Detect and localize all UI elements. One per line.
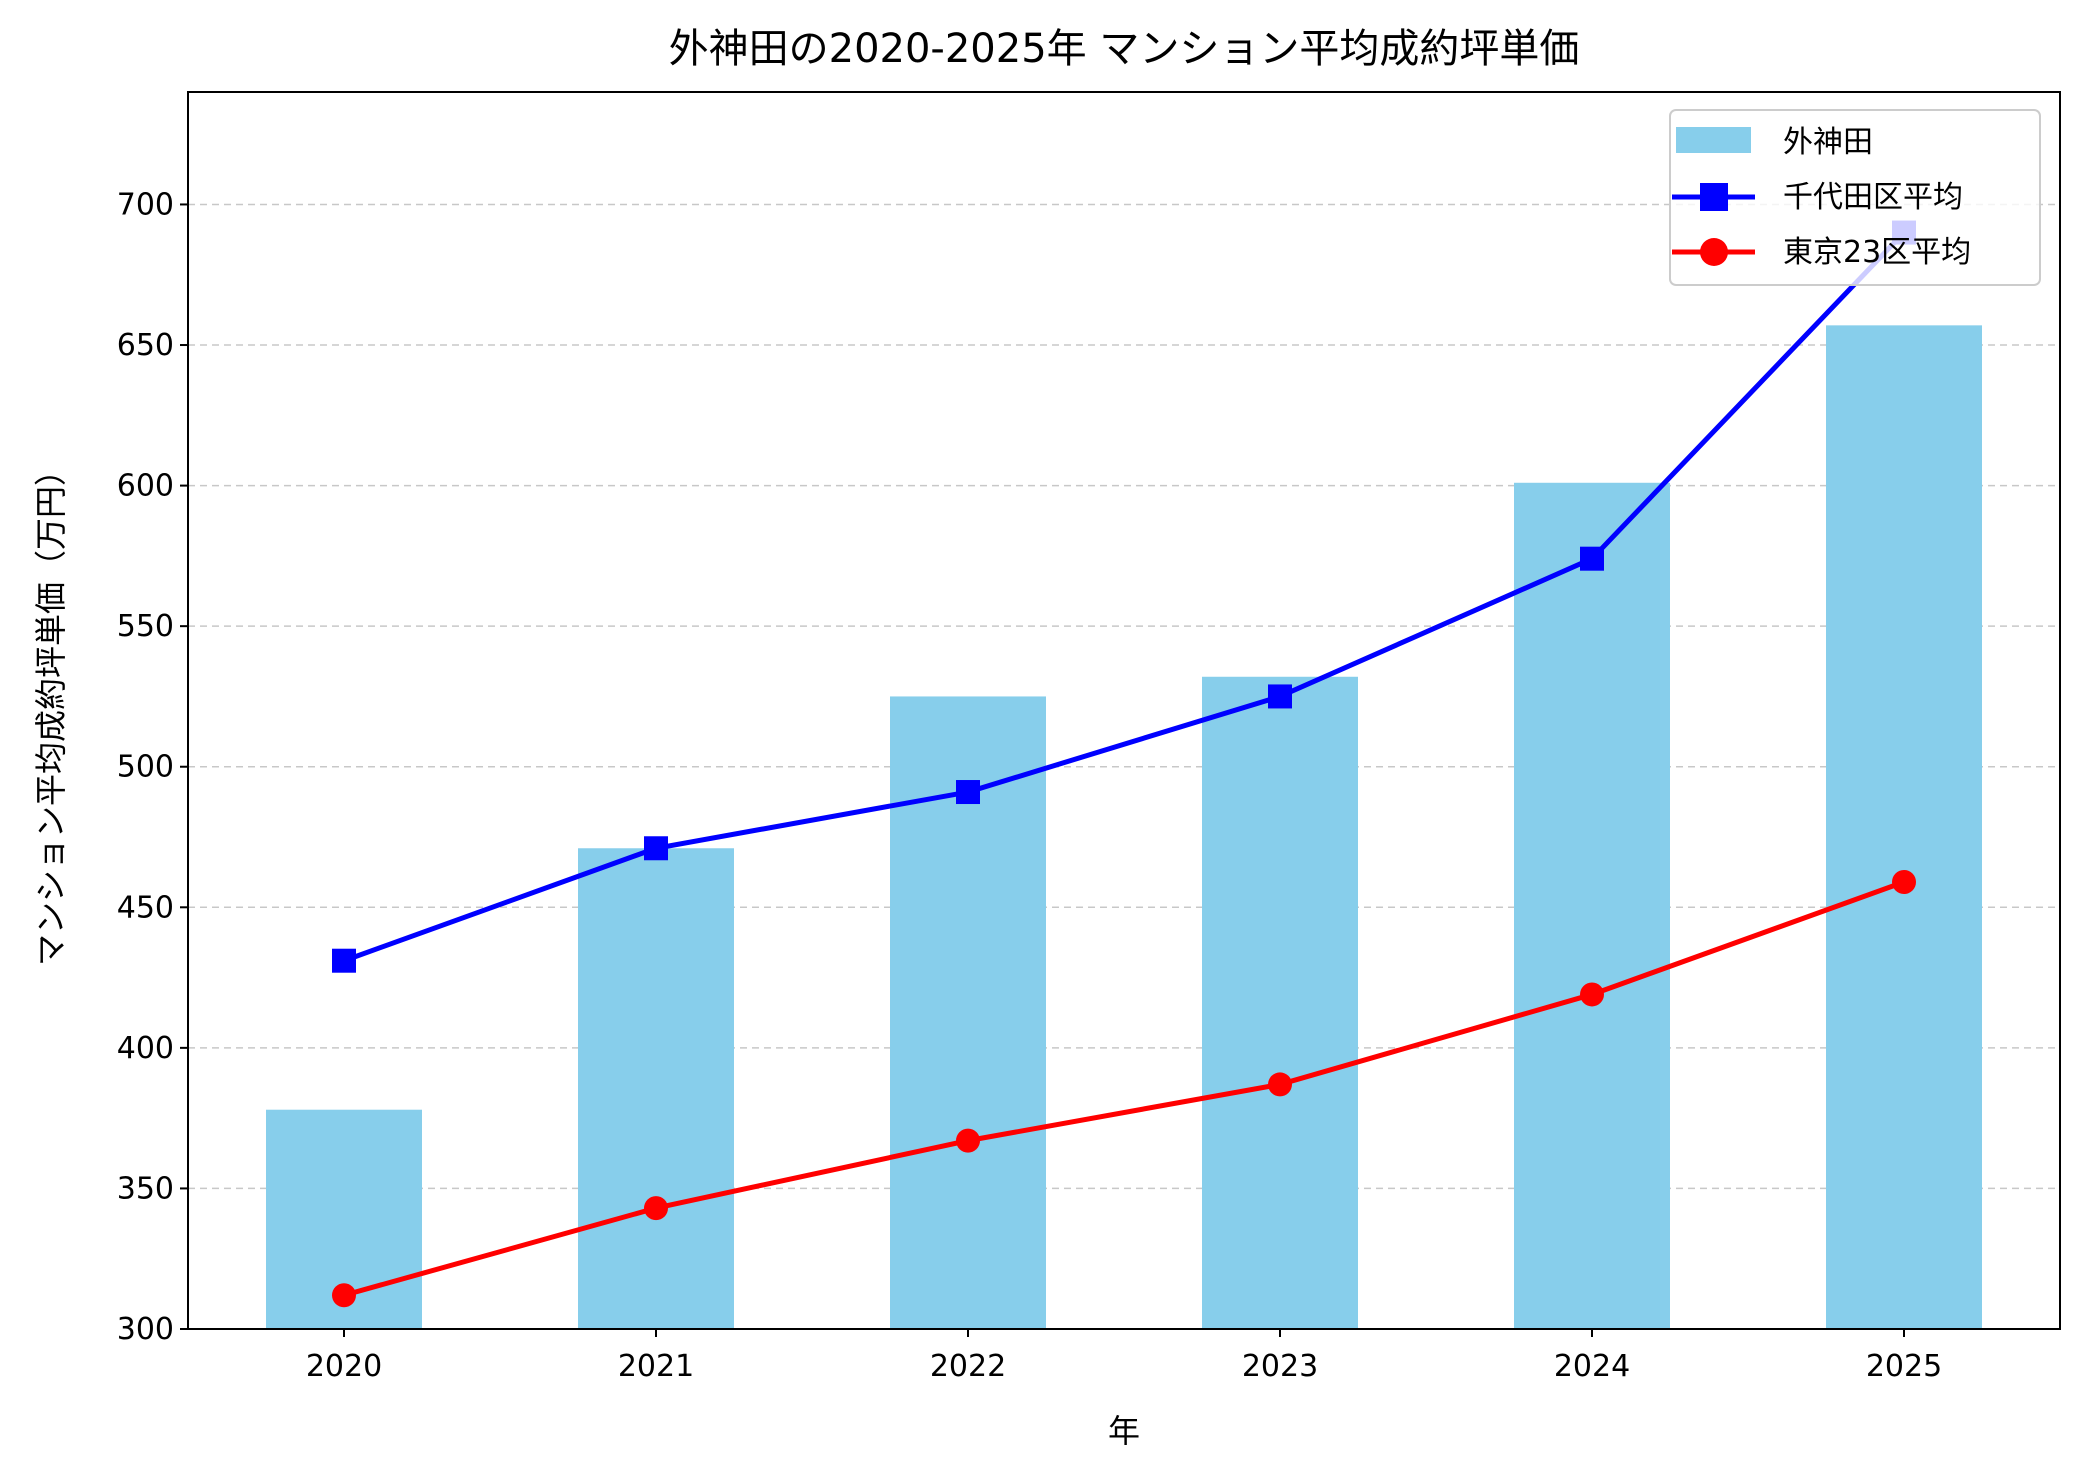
legend-label: 外神田: [1783, 125, 1873, 160]
lines: [332, 220, 1916, 1308]
square-marker: [1268, 684, 1292, 709]
y-axis: 300 350 400 450 500 550 600 650 700: [117, 187, 188, 1347]
circle-marker: [644, 1196, 668, 1221]
legend-circle-marker: [1700, 238, 1728, 266]
y-tick-label: 700: [117, 187, 174, 222]
legend-box: [1669, 109, 2041, 286]
y-tick-label: 350: [117, 1171, 174, 1206]
x-tick-label: 2020: [306, 1349, 382, 1384]
square-marker: [956, 780, 980, 805]
bar-2021: [578, 848, 734, 1329]
bars: [266, 325, 1982, 1330]
legend-label: 千代田区平均: [1783, 180, 1963, 215]
legend-label: 東京23区平均: [1783, 235, 1971, 270]
series-line-2: [343, 879, 1905, 1298]
x-tick-label: 2024: [1554, 1349, 1630, 1384]
y-tick-label: 300: [117, 1312, 174, 1347]
grid: [188, 203, 2060, 1190]
y-axis-label: マンション平均成約坪単価（万円）: [32, 454, 70, 966]
x-tick-label: 2022: [930, 1349, 1006, 1384]
plot-frame: [187, 91, 2061, 1330]
x-axis-label: 年: [1108, 1412, 1140, 1450]
circle-marker: [1268, 1072, 1292, 1097]
y-tick-label: 450: [117, 890, 174, 925]
x-tick-label: 2025: [1866, 1349, 1942, 1384]
y-tick-label: 500: [117, 750, 174, 785]
square-marker: [644, 836, 668, 861]
y-tick-label: 650: [117, 328, 174, 363]
y-tick-label: 400: [117, 1031, 174, 1066]
circle-marker: [956, 1128, 980, 1153]
square-marker: [332, 948, 356, 973]
bar-2024: [1514, 482, 1670, 1329]
series-line-1: [343, 230, 1906, 964]
y-tick-label: 550: [117, 609, 174, 644]
y-tick-label: 600: [117, 469, 174, 504]
circle-marker: [1892, 869, 1916, 894]
x-tick-label: 2021: [618, 1349, 694, 1384]
bar-2025: [1826, 325, 1982, 1330]
circle-marker: [1580, 982, 1604, 1007]
x-tick-label: 2023: [1242, 1349, 1318, 1384]
legend-swatch-bar: [1676, 127, 1751, 153]
bar-2023: [1202, 676, 1358, 1329]
square-marker: [1580, 546, 1604, 571]
chart-title: 外神田の2020-2025年 マンション平均成約坪単価: [669, 26, 1580, 72]
legend-square-marker: [1700, 183, 1728, 211]
circle-marker: [332, 1283, 356, 1308]
x-axis: 2020 2021 2022 2023 2024 2025: [306, 1329, 1942, 1384]
